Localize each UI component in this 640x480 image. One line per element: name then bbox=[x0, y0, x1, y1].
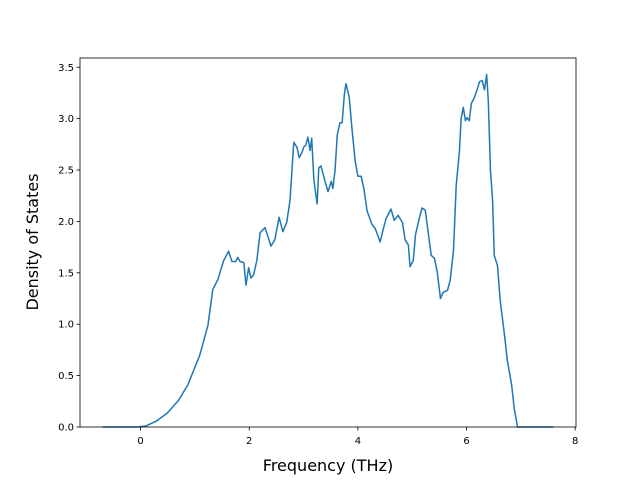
y-tick-label: 0.0 bbox=[58, 423, 74, 434]
y-tick-label: 1.0 bbox=[58, 320, 74, 331]
plot-frame bbox=[79, 57, 577, 428]
y-tick-label: 1.5 bbox=[58, 268, 74, 279]
y-tick-label: 2.5 bbox=[58, 166, 74, 177]
x-tick-label: 2 bbox=[246, 436, 252, 447]
y-axis-label: Density of States bbox=[23, 173, 42, 310]
x-tick-label: 4 bbox=[355, 436, 361, 447]
x-tick-label: 8 bbox=[572, 436, 578, 447]
y-tick-label: 3.5 bbox=[58, 63, 74, 74]
line bbox=[102, 73, 554, 428]
y-tick-label: 3.0 bbox=[58, 114, 74, 125]
x-tick-label: 6 bbox=[463, 436, 469, 447]
y-tick-label: 2.0 bbox=[58, 217, 74, 228]
y-tick-label: 0.5 bbox=[58, 371, 74, 382]
x-tick-label: 0 bbox=[137, 436, 143, 447]
x-axis-label: Frequency (THz) bbox=[263, 456, 393, 475]
